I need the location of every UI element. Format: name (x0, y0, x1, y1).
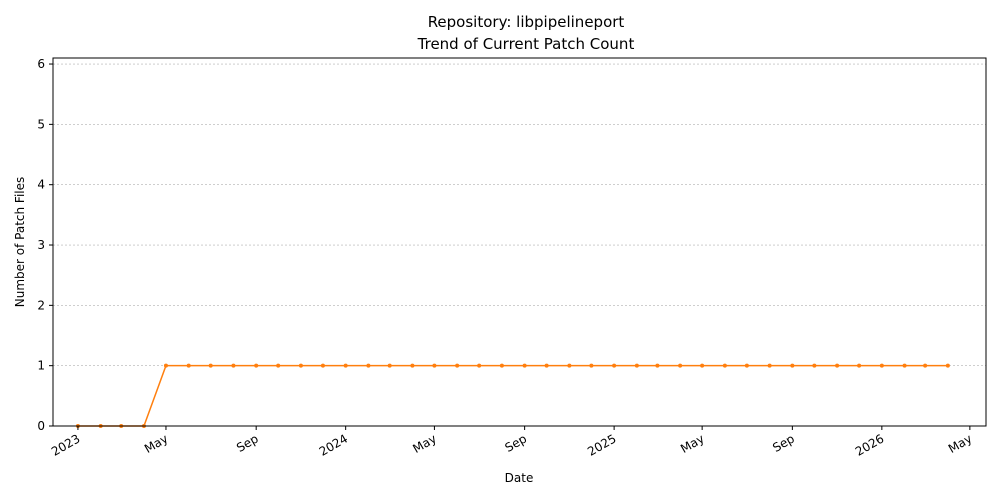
y-tick-label: 3 (37, 238, 45, 252)
data-point (835, 363, 840, 368)
y-axis-label: Number of Patch Files (13, 177, 27, 308)
x-tick-label: May (410, 431, 438, 456)
data-point (320, 363, 325, 368)
data-point (343, 363, 348, 368)
data-point (744, 363, 749, 368)
y-gridlines (53, 63, 986, 366)
y-tick-label: 4 (37, 178, 45, 192)
data-point (387, 363, 392, 368)
chart-title-line-1: Repository: libpipelineport (428, 13, 625, 31)
x-tick-label: 2025 (585, 431, 618, 458)
y-tick-label: 5 (37, 117, 45, 131)
x-tick-label: Sep (234, 431, 261, 454)
x-tick-label: May (678, 431, 706, 456)
x-tick-label: May (142, 431, 170, 456)
data-point (678, 363, 683, 368)
data-point (857, 363, 862, 368)
y-axis-ticks: 0 1 2 3 4 5 6 (37, 57, 53, 433)
y-tick-label: 2 (37, 298, 45, 312)
data-point (812, 363, 817, 368)
data-point (163, 363, 168, 368)
data-point (186, 363, 191, 368)
y-tick-label: 0 (37, 419, 45, 433)
data-point (567, 363, 572, 368)
data-point (700, 363, 705, 368)
data-point (208, 363, 213, 368)
data-point (455, 363, 460, 368)
x-tick-label: Sep (503, 431, 530, 454)
data-point (254, 363, 259, 368)
data-point (477, 363, 482, 368)
data-point (366, 363, 371, 368)
chart-title-line-2: Trend of Current Patch Count (417, 35, 635, 53)
plot-area-frame (52, 57, 987, 427)
data-point (945, 363, 950, 368)
data-point (432, 363, 437, 368)
data-point (231, 363, 236, 368)
y-tick-label: 6 (37, 57, 45, 71)
x-tick-label: Sep (770, 431, 797, 454)
data-point (767, 363, 772, 368)
data-point (902, 363, 907, 368)
series-line (77, 364, 948, 427)
x-axis-label: Date (505, 471, 534, 485)
data-point (298, 363, 303, 368)
data-point (544, 363, 549, 368)
x-tick-label: 2023 (49, 431, 82, 458)
data-point (879, 363, 884, 368)
data-point (589, 363, 594, 368)
x-tick-label: 2024 (317, 431, 350, 458)
data-point (634, 363, 639, 368)
data-point (612, 363, 617, 368)
data-point (410, 363, 415, 368)
data-point (499, 363, 504, 368)
y-tick-label: 1 (37, 359, 45, 373)
series-layer (75, 363, 950, 428)
data-point (655, 363, 660, 368)
x-tick-label: 2026 (853, 431, 886, 458)
x-axis-ticks: 2023 May Sep 2024 May Sep 2025 May Sep 2026 May (49, 426, 974, 459)
data-point (790, 363, 795, 368)
x-tick-label: May (946, 431, 974, 456)
data-point (522, 363, 527, 368)
data-point (276, 363, 281, 368)
data-point (722, 363, 727, 368)
data-point (923, 363, 928, 368)
